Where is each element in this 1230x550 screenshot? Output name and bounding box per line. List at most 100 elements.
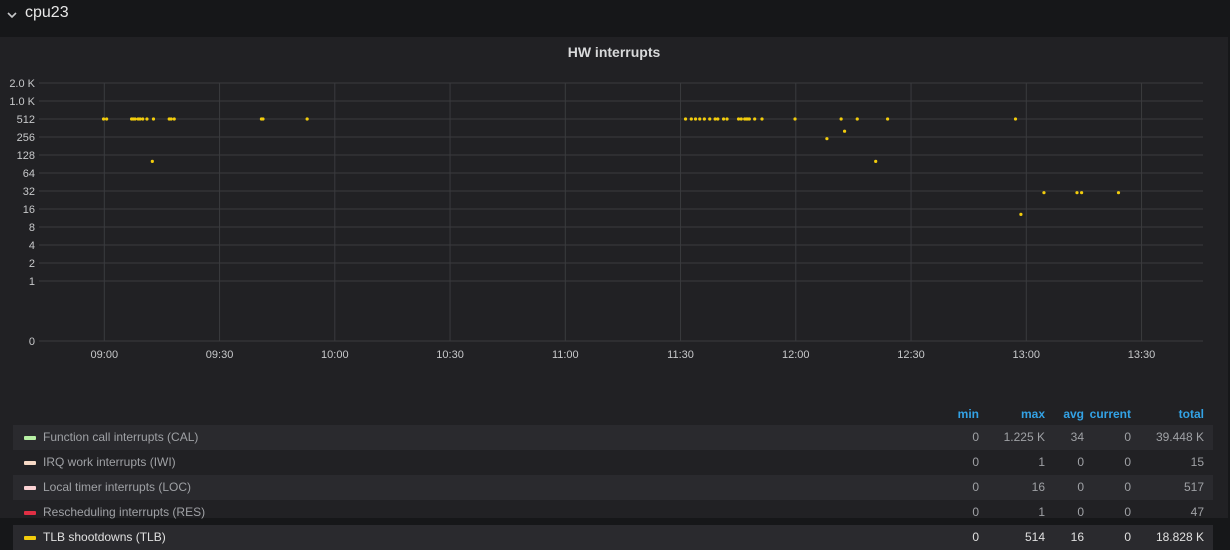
data-point [874,159,878,164]
row-title: cpu23 [25,4,69,21]
y-tick-label: 2.0 K [9,78,35,90]
data-point [760,117,764,121]
data-point [150,159,154,164]
legend-total: 517 [1183,480,1204,494]
legend-col-max[interactable]: max [1020,407,1045,421]
data-point [721,117,726,121]
legend-min: 0 [972,530,979,544]
legend-swatch[interactable] [24,536,36,540]
legend-avg: 0 [1077,480,1084,494]
data-point [793,117,797,121]
x-tick-label: 12:00 [782,349,810,361]
legend-avg: 0 [1077,505,1084,519]
legend-current: 0 [1124,455,1131,469]
x-tick-label: 10:30 [436,349,464,361]
data-point [1042,191,1046,195]
y-tick-label: 32 [23,186,35,198]
data-point [708,117,712,121]
data-point [101,117,106,121]
legend-max: 1 [1038,455,1045,469]
legend-swatch[interactable] [24,461,36,465]
legend-col-min[interactable]: min [957,407,979,421]
legend-total: 18.828 K [1155,530,1204,544]
data-point [839,117,843,121]
legend-row[interactable]: TLB shootdowns (TLB) 0 514 16 0 18.828 K [13,525,1213,550]
x-tick-label: 09:30 [206,349,234,361]
legend-current: 0 [1124,430,1131,444]
legend-avg: 34 [1070,430,1084,444]
data-point [305,117,309,121]
data-point [886,117,890,121]
legend-row[interactable]: Rescheduling interrupts (RES) 0 1 0 0 47 [13,500,1213,525]
legend-swatch[interactable] [24,436,36,440]
legend-label[interactable]: Rescheduling interrupts (RES) [43,505,206,519]
data-point [683,117,688,121]
legend-min: 0 [972,505,979,519]
x-tick-label: 12:30 [897,349,925,361]
legend: min max avg current total Function call … [13,405,1213,550]
legend-avg: 16 [1070,530,1084,544]
legend-swatch[interactable] [24,486,36,490]
legend-row[interactable]: Function call interrupts (CAL) 0 1.225 K… [13,425,1213,450]
legend-min: 0 [972,480,979,494]
data-point [713,117,717,121]
panel-title[interactable]: HW interrupts [567,44,661,60]
legend-current: 0 [1124,480,1131,494]
data-point [725,117,729,121]
data-point [736,117,741,121]
row-header[interactable]: cpu23 [0,0,1230,30]
data-point [739,117,743,121]
y-tick-label: 256 [17,132,35,144]
legend-current: 0 [1124,505,1131,519]
chevron-down-icon[interactable] [5,8,19,22]
legend-label[interactable]: Function call interrupts (CAL) [43,430,199,444]
data-point [1019,212,1023,216]
data-point [693,117,698,121]
legend-col-avg[interactable]: avg [1063,407,1084,421]
panel: HW interrupts 0 1 2 4 8 16 32 64 128 256 512 1.0 K 2… [0,37,1228,550]
legend-max: 1 [1038,505,1045,519]
x-tick-label: 09:00 [91,349,119,361]
legend-current: 0 [1124,530,1131,544]
legend-col-current[interactable]: current [1089,407,1131,421]
x-tick-label: 10:00 [321,349,349,361]
data-point [169,117,173,121]
legend-row[interactable]: IRQ work interrupts (IWI) 0 1 0 0 15 [13,450,1213,475]
legend-max: 16 [1031,480,1045,494]
x-tick-label: 11:00 [552,349,579,361]
data-point [133,117,137,121]
legend-min: 0 [972,455,979,469]
y-tick-label: 4 [29,240,35,252]
legend-total: 47 [1190,505,1204,519]
data-point [747,117,751,121]
legend-col-total[interactable]: total [1178,407,1204,421]
y-tick-label: 128 [17,150,35,162]
legend-row[interactable]: Local timer interrupts (LOC) 0 16 0 0 51… [13,475,1213,500]
legend-label[interactable]: Local timer interrupts (LOC) [43,480,192,494]
data-point [689,117,693,121]
legend-header: min max avg current total [13,405,1213,425]
data-point [138,117,142,121]
legend-label[interactable]: IRQ work interrupts (IWI) [43,455,176,469]
data-point [855,117,859,121]
data-point [1080,191,1084,195]
legend-total: 39.448 K [1155,430,1204,444]
y-tick-label: 1.0 K [9,96,35,108]
data-point [753,117,757,121]
data-point [172,117,176,121]
y-tick-label: 64 [23,168,35,180]
legend-total: 15 [1190,455,1204,469]
y-tick-label: 16 [23,204,35,216]
data-point [698,117,702,121]
data-point [105,117,109,121]
y-tick-label: 512 [17,114,35,126]
legend-label[interactable]: TLB shootdowns (TLB) [43,530,166,544]
legend-min: 0 [972,430,979,444]
data-point [825,137,829,141]
x-tick-label: 13:00 [1013,349,1041,361]
y-tick-label: 1 [29,276,35,288]
x-tick-label: 13:30 [1128,349,1156,361]
legend-swatch[interactable] [24,511,36,515]
data-point [842,129,847,133]
data-point [1116,191,1121,195]
